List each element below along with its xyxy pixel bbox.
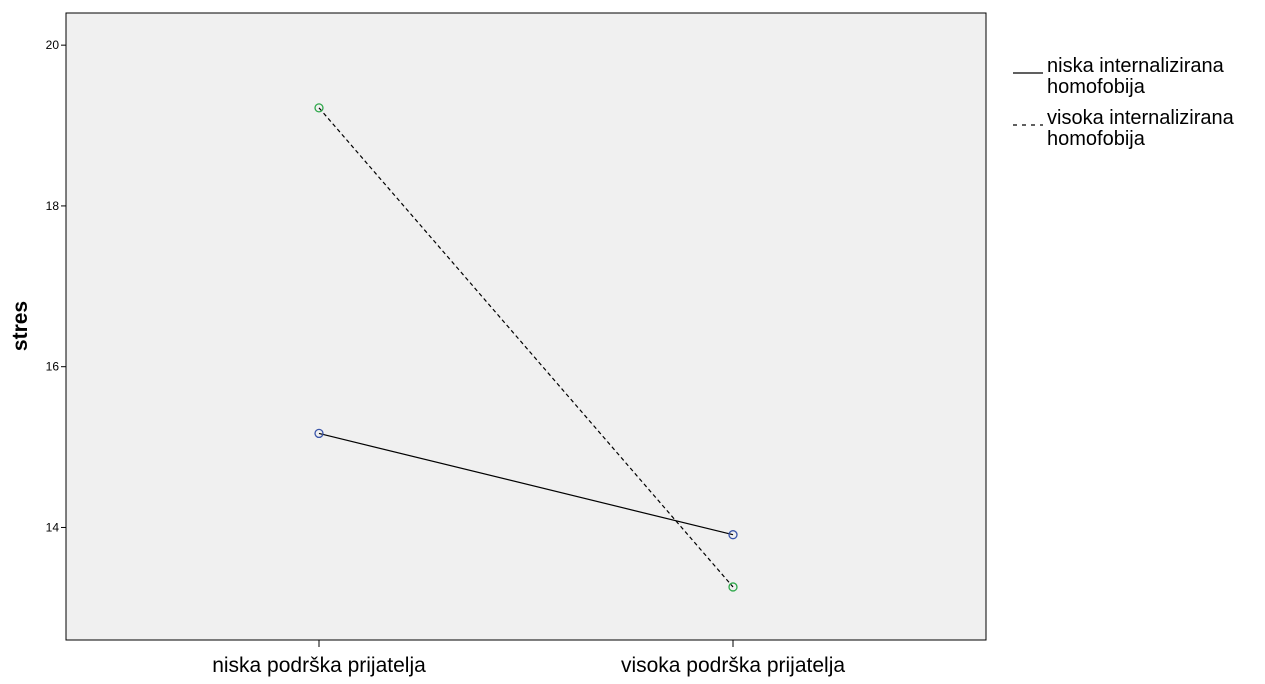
legend-label: visoka internalizirana homofobija	[1047, 107, 1235, 150]
series-layer	[314, 103, 738, 592]
y-tick-label: 14	[46, 520, 60, 534]
y-axis-title: stres	[9, 301, 32, 351]
series-line-2	[318, 107, 734, 588]
y-tick-label: 20	[46, 38, 60, 52]
x-axis: niska podrška prijatelja visoka podrška p…	[212, 640, 845, 677]
y-tick-label: 18	[46, 199, 60, 213]
data-point	[728, 582, 738, 592]
legend-label: niska internalizirana homofobija	[1047, 55, 1225, 98]
x-category-label: niska podrška prijatelja	[212, 654, 426, 677]
x-category-label: visoka podrška prijatelja	[621, 654, 845, 677]
series-line-1	[318, 432, 734, 536]
legend: niska internalizirana homofobija visoka in…	[1013, 55, 1235, 150]
data-point	[314, 428, 324, 439]
y-tick-label: 16	[46, 360, 60, 374]
y-axis: 14 16 18 20	[46, 38, 66, 534]
plot-area	[65, 12, 987, 641]
data-point	[314, 103, 324, 113]
data-point	[728, 530, 738, 540]
